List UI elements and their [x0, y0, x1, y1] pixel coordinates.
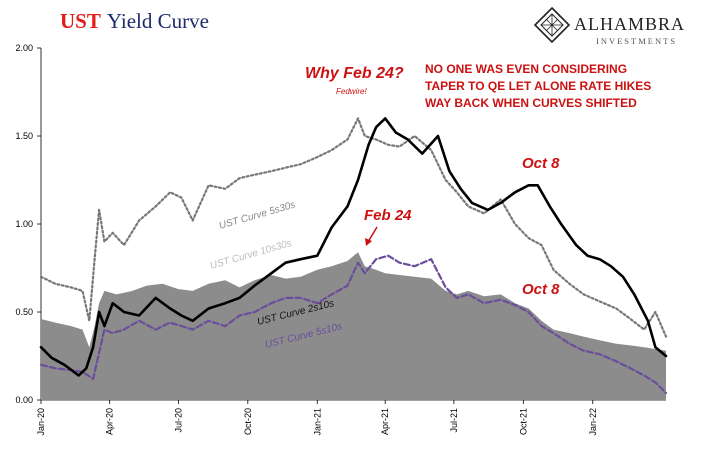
brand-name: ALHAMBRA [574, 14, 685, 34]
title-ust: UST [60, 9, 101, 33]
x-tick-label: Jul-20 [173, 408, 183, 433]
annotation-oct8-upper: Oct 8 [522, 155, 560, 172]
series-label-5s30s: UST Curve 5s30s [218, 200, 297, 232]
y-tick-label: 1.00 [15, 219, 33, 229]
brand-logo: ALHAMBRA INVESTMENTS [533, 6, 685, 46]
x-tick-label: Jan-21 [312, 408, 322, 436]
diamond-logo-icon [533, 6, 571, 44]
line-layer [39, 117, 668, 395]
brand-sub: INVESTMENTS [596, 36, 677, 46]
x-tick-label: Apr-20 [105, 408, 115, 435]
y-tick-label: 0.50 [15, 307, 33, 317]
title-rest: Yield Curve [107, 9, 209, 33]
annotation-oct8-lower: Oct 8 [522, 281, 560, 298]
area-layer [41, 252, 666, 400]
annotation-feb24: Feb 24 [364, 207, 412, 224]
x-tick-label: Jan-22 [588, 408, 598, 436]
y-tick-label: 0.00 [15, 395, 33, 405]
x-tick-label: Oct-21 [518, 408, 528, 435]
y-tick-label: 1.50 [15, 131, 33, 141]
series-ust-curve-5s30s [39, 117, 668, 338]
x-tick-label: Jul-21 [449, 408, 459, 433]
annotation-why-feb24: Why Feb 24? [305, 65, 404, 82]
annotation-note-line-2: TAPER TO QE LET ALONE RATE HIKES [425, 79, 651, 93]
y-tick-label: 2.00 [15, 43, 33, 53]
x-tick-label: Jan-20 [36, 408, 46, 436]
x-tick-label: Oct-20 [243, 408, 253, 435]
y-ticks: 0.00 0.50 1.00 1.50 2.00 [15, 43, 41, 405]
series-ust-curve-5s10s [39, 254, 668, 395]
series-ust-curve-2s10s [39, 117, 668, 377]
x-ticks: Jan-20 Apr-20 Jul-20 Oct-20 Jan-21 Apr-21 Jul-… [36, 400, 598, 436]
annotation-note-line-1: NO ONE WAS EVEN CONSIDERING [425, 62, 627, 76]
feb24-arrow-line [367, 226, 378, 243]
annotation-note-line-3: WAY BACK WHEN CURVES SHIFTED [425, 96, 637, 110]
x-tick-label: Apr-21 [380, 408, 390, 435]
feb24-arrow-head [365, 238, 372, 246]
annotation-fedwire: Fedwire! [336, 87, 367, 96]
series-ust-curve-10s30s [41, 252, 666, 400]
